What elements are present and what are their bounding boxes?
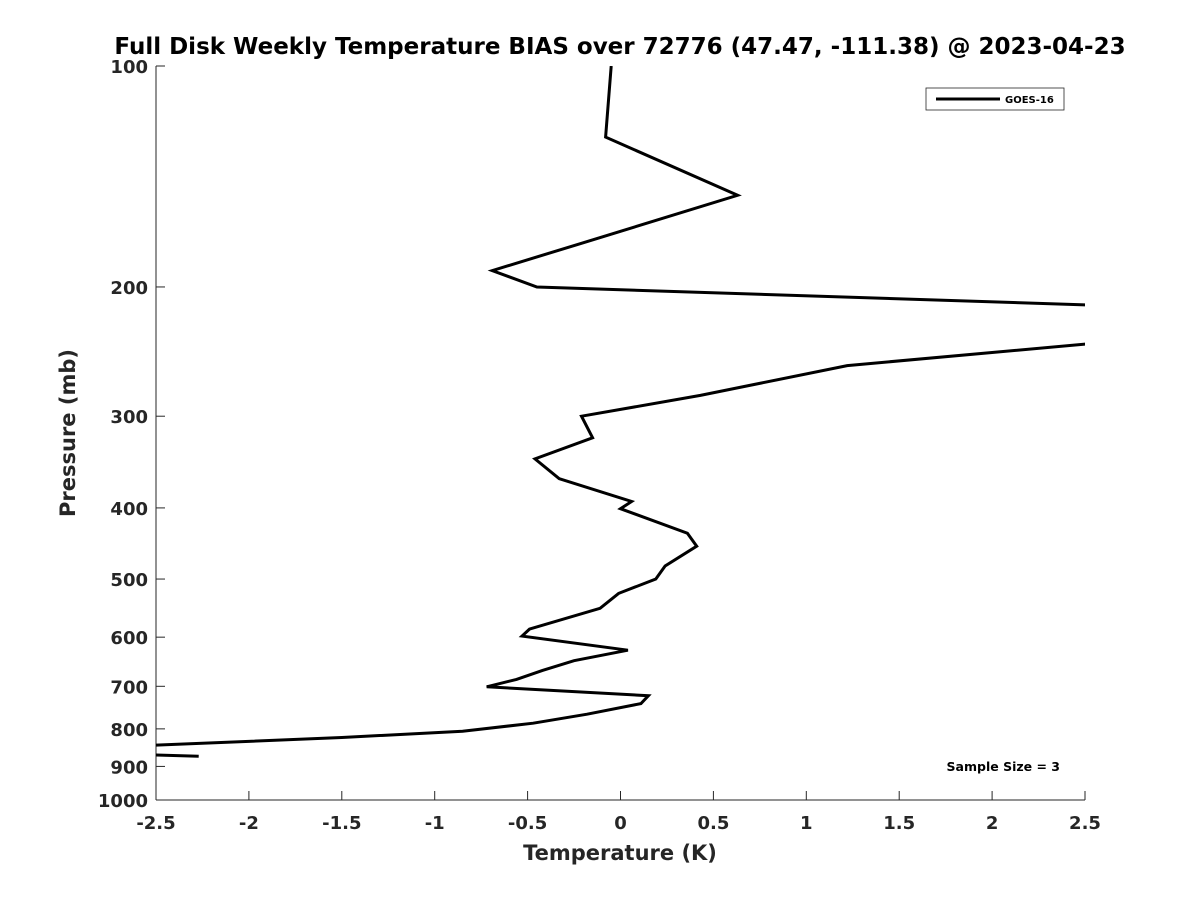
series-line-goes-16: [156, 66, 1085, 747]
x-tick-label: -2.5: [136, 813, 175, 834]
y-tick-label: 900: [110, 757, 148, 778]
x-tick-label: 0: [614, 813, 627, 834]
y-axis-label: Pressure (mb): [56, 349, 80, 517]
legend-label-goes-16: GOES-16: [1005, 95, 1054, 106]
sample-size-annotation: Sample Size = 3: [947, 759, 1060, 774]
x-axis-label: Temperature (K): [523, 841, 717, 865]
chart-title: Full Disk Weekly Temperature BIAS over 7…: [114, 34, 1125, 60]
x-tick-label: 2: [986, 813, 999, 834]
axis-ticks: -2.5 -2 -1.5 -1 -0.5 0 0.5 1 1.5 2 2.5 100 200 300 400…: [98, 57, 1101, 834]
y-tick-label: 800: [110, 720, 148, 741]
y-tick-label: 100: [110, 57, 148, 78]
x-tick-label: 2.5: [1069, 813, 1101, 834]
x-tick-label: -0.5: [508, 813, 547, 834]
series-line-lower-segment: [156, 753, 199, 758]
x-tick-label: 1: [800, 813, 813, 834]
x-tick-label: 0.5: [697, 813, 729, 834]
y-tick-label: 700: [110, 677, 148, 698]
y-tick-label: 200: [110, 278, 148, 299]
x-tick-label: -1.5: [322, 813, 361, 834]
series-layer: [156, 66, 1085, 758]
x-tick-label: -2: [239, 813, 259, 834]
legend: GOES-16: [925, 87, 1065, 111]
y-tick-label: 300: [110, 407, 148, 428]
x-tick-label: 1.5: [883, 813, 915, 834]
y-tick-label: 1000: [98, 791, 148, 812]
x-tick-label: -1: [425, 813, 445, 834]
y-tick-label: 400: [110, 499, 148, 520]
y-tick-label: 600: [110, 628, 148, 649]
plot-area: -2.5 -2 -1.5 -1 -0.5 0 0.5 1 1.5 2 2.5 100 200 300 400…: [98, 57, 1101, 834]
y-tick-label: 500: [110, 570, 148, 591]
